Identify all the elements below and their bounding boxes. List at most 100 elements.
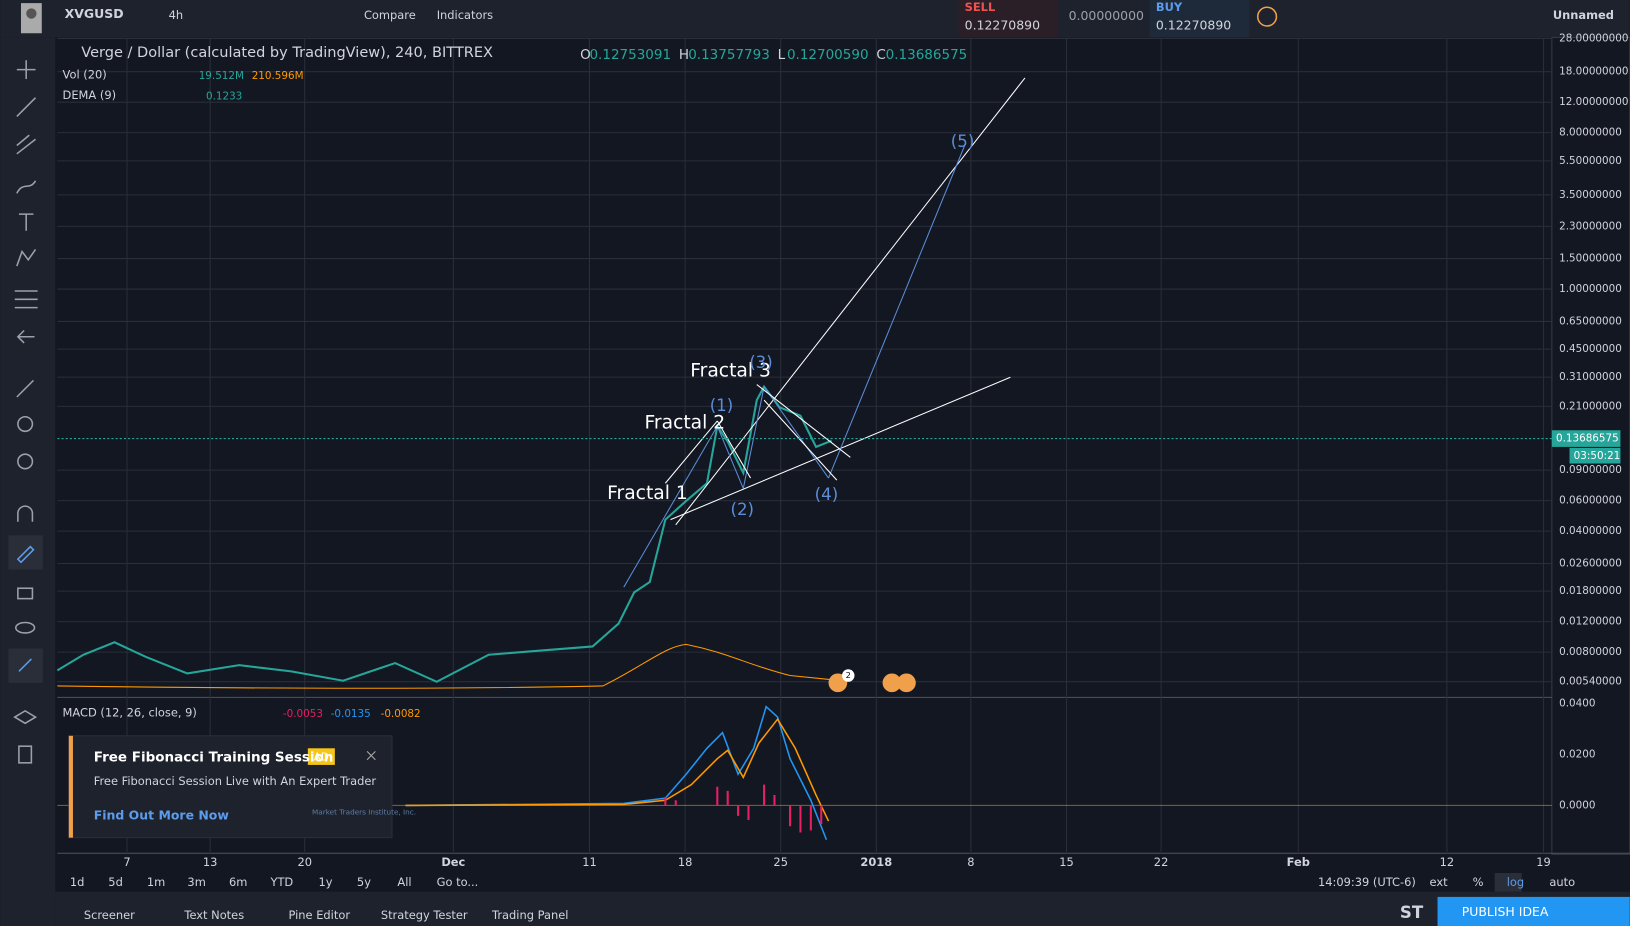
price-axis-label: 0.04000000 bbox=[1559, 525, 1622, 537]
scale-option[interactable]: auto bbox=[1549, 875, 1575, 889]
ad-badge-bg bbox=[307, 748, 335, 765]
ad-link[interactable]: Find Out More Now bbox=[94, 807, 230, 822]
volume-ma bbox=[57, 643, 832, 689]
bottom-tab[interactable]: Pine Editor bbox=[289, 908, 351, 922]
scale-option[interactable]: log bbox=[1507, 875, 1524, 889]
symbol[interactable]: XVGUSD bbox=[65, 6, 124, 21]
ad-accent bbox=[68, 735, 73, 838]
macd-axis-label: 0.0400 bbox=[1559, 698, 1595, 710]
publish-label[interactable]: PUBLISH IDEA bbox=[1462, 904, 1549, 919]
fib-tool[interactable] bbox=[16, 134, 37, 155]
indicators-button[interactable]: Indicators bbox=[437, 8, 493, 22]
time-axis-label: Feb bbox=[1287, 855, 1310, 869]
legend-title: Verge / Dollar (calculated by TradingVie… bbox=[81, 45, 493, 61]
range-button[interactable]: 1y bbox=[318, 875, 332, 889]
buy-panel[interactable] bbox=[1149, 0, 1250, 38]
channel-line bbox=[756, 384, 851, 458]
layout-name[interactable]: Unnamed bbox=[1553, 8, 1614, 22]
scale-option[interactable]: % bbox=[1473, 875, 1484, 889]
wave-label: (5) bbox=[951, 132, 975, 151]
channel-line bbox=[716, 420, 752, 479]
publish-button[interactable] bbox=[1437, 896, 1630, 926]
back-tool[interactable] bbox=[16, 329, 35, 344]
time-axis-label: 25 bbox=[773, 855, 788, 869]
crosshair-tool[interactable] bbox=[16, 60, 36, 79]
sell-panel[interactable] bbox=[958, 0, 1059, 38]
range-button[interactable]: 1m bbox=[147, 875, 165, 889]
range-button[interactable]: Go to... bbox=[437, 875, 479, 889]
ruler-tool[interactable] bbox=[16, 379, 35, 398]
magnet-tool[interactable] bbox=[17, 505, 34, 522]
scale-option[interactable]: ext bbox=[1430, 875, 1449, 889]
vol-legend: Vol (20) bbox=[63, 67, 107, 81]
current-price-label: 0.13686575 bbox=[1556, 433, 1619, 445]
bottom-tab[interactable]: Strategy Tester bbox=[381, 908, 468, 922]
ad-box[interactable] bbox=[68, 735, 393, 839]
link-tool[interactable] bbox=[18, 658, 32, 672]
interval[interactable]: 4h bbox=[169, 8, 184, 22]
price-axis-label: 0.65000000 bbox=[1559, 315, 1622, 327]
price-axis-label: 0.00540000 bbox=[1559, 676, 1622, 688]
wave-label: (3) bbox=[749, 353, 773, 372]
lock-tool[interactable] bbox=[17, 587, 34, 600]
compare-button[interactable]: Compare bbox=[364, 8, 416, 22]
range-button[interactable]: 6m bbox=[229, 875, 247, 889]
top-toolbar bbox=[0, 0, 1630, 38]
countdown-label: 03:50:21 bbox=[1574, 450, 1621, 462]
sell-label: SELL bbox=[965, 0, 996, 14]
price-axis-label: 8.00000000 bbox=[1559, 127, 1622, 139]
st-button[interactable]: ST bbox=[1400, 903, 1424, 922]
event-icon[interactable] bbox=[882, 673, 902, 693]
bottom-tab[interactable]: Text Notes bbox=[183, 908, 244, 922]
brush-tool[interactable] bbox=[16, 180, 37, 194]
price-axis-label: 18.00000000 bbox=[1559, 66, 1628, 78]
prediction-tool[interactable] bbox=[14, 290, 38, 309]
clock: 14:09:39 (UTC-6) bbox=[1318, 875, 1416, 889]
price-line bbox=[56, 384, 833, 683]
range-button[interactable]: 3m bbox=[187, 875, 205, 889]
info-icon[interactable] bbox=[1256, 6, 1278, 27]
bottom-tab[interactable]: Trading Panel bbox=[491, 908, 568, 922]
time-axis-label: 12 bbox=[1440, 855, 1455, 869]
lock-drawing-tool[interactable] bbox=[16, 545, 35, 564]
price-axis-label: 0.21000000 bbox=[1559, 400, 1622, 412]
bottom-panel bbox=[55, 891, 1630, 926]
price-axis-label: 5.50000000 bbox=[1559, 155, 1622, 167]
zoom-in-tool[interactable] bbox=[17, 415, 34, 433]
event-icon[interactable] bbox=[828, 673, 848, 693]
ad-title: Free Fibonacci Training Session bbox=[94, 750, 334, 766]
ohlc-value: 0.13757793 bbox=[688, 47, 770, 63]
time-axis-label: 7 bbox=[123, 855, 130, 869]
macd-legend: MACD (12, 26, close, 9) bbox=[63, 705, 197, 719]
range-button[interactable]: 1d bbox=[70, 875, 85, 889]
wave-label: (2) bbox=[730, 500, 754, 519]
ad-close[interactable] bbox=[366, 751, 376, 761]
macd-axis-label: 0.0200 bbox=[1559, 749, 1595, 761]
price-axis-label: 2.30000000 bbox=[1559, 220, 1622, 232]
layers-tool[interactable] bbox=[13, 709, 38, 725]
price-chart bbox=[56, 77, 1552, 689]
zoom-out-tool[interactable] bbox=[17, 453, 34, 470]
price-axis-label: 0.09000000 bbox=[1559, 464, 1622, 476]
ad-badge: AD bbox=[314, 752, 329, 764]
bottom-tab[interactable]: Screener bbox=[84, 908, 135, 922]
wave-line bbox=[763, 386, 829, 479]
time-axis-label: 2018 bbox=[860, 855, 892, 869]
wave-line bbox=[623, 425, 718, 588]
price-axis-label: 0.45000000 bbox=[1559, 343, 1622, 355]
event-icon[interactable] bbox=[897, 673, 916, 693]
range-button[interactable]: All bbox=[397, 875, 411, 889]
ohlc-value: 0.13686575 bbox=[886, 47, 968, 63]
trash-tool[interactable] bbox=[18, 745, 33, 764]
time-axis-label: 15 bbox=[1059, 855, 1074, 869]
range-button[interactable]: 5d bbox=[108, 875, 123, 889]
hide-tool[interactable] bbox=[15, 621, 36, 634]
macd-value: -0.0053 bbox=[283, 708, 323, 720]
pattern-tool[interactable] bbox=[16, 248, 37, 267]
trendline-tool[interactable] bbox=[16, 97, 37, 117]
range-button[interactable]: 5y bbox=[357, 875, 371, 889]
dema-value: 0.1233 bbox=[206, 91, 242, 103]
text-tool[interactable] bbox=[18, 213, 34, 231]
fractal-label: Fractal 1 bbox=[607, 483, 688, 504]
range-button[interactable]: YTD bbox=[269, 875, 293, 889]
